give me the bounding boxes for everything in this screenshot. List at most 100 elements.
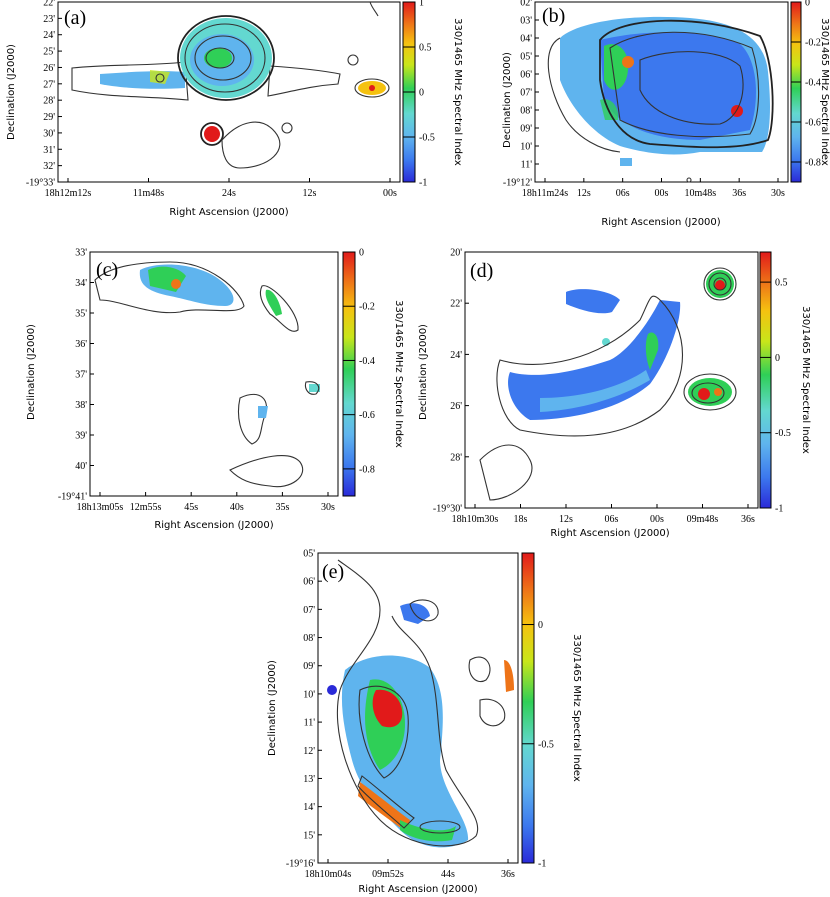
- panel-a-south-contour: [200, 122, 224, 146]
- panel-a-ytick-label: 27': [43, 79, 55, 90]
- panel-d-xlabel: Right Ascension (J2000): [550, 528, 669, 539]
- panel-a-cbar-tick-label: -1: [419, 178, 427, 189]
- panel-d-contour-sw: [479, 444, 533, 501]
- panel-b-ticks: 02' 03' 04' 05' 06' 07' 08' 09' 10' 11' -19°12'18h…: [503, 0, 785, 199]
- panel-e-red-core: [372, 689, 403, 728]
- panel-e-ytick-label: 10': [303, 689, 315, 700]
- panel-e-frame: [317, 552, 519, 864]
- panel-c-xlabel: Right Ascension (J2000): [154, 520, 273, 531]
- panel-b-ytick-label: 04': [520, 34, 532, 45]
- panel-b-xtick-label: 06s: [616, 188, 630, 199]
- panel-b-green-rim: [604, 44, 629, 90]
- panel-b-xtick-label: 18h11m24s: [522, 188, 568, 199]
- panel-a-ytick-label: 25': [43, 47, 55, 58]
- panel-a: (a) 22' 23' 24' 25' 26' 27' 28' 29' 30' 31' 32' -19…: [6, 0, 463, 218]
- panel-d-xtick-label: 18h10m30s: [452, 514, 499, 525]
- panel-c-ytick-label: 34': [75, 278, 87, 289]
- panel-b-cbar-tick-label: 0: [805, 0, 810, 9]
- panel-e-contour-inner: [358, 685, 409, 779]
- panel-b-ytick-label: -19°12': [503, 178, 532, 189]
- panel-b-xtick-label: 36s: [732, 188, 746, 199]
- panel-d-e-core: [698, 388, 710, 400]
- panel-e-cbar-tick-label: 0: [538, 620, 543, 631]
- panel-a-colorbar-ticks: 1 0.5 0 -0.5 -1: [403, 0, 435, 189]
- panel-a-ytick-label: 32': [43, 161, 55, 172]
- panel-b-contour-3: [639, 51, 744, 125]
- panel-a-xtick-label: 11m48s: [133, 188, 164, 199]
- panel-c-xtick-label: 35s: [275, 502, 289, 513]
- panel-a-source-core: [204, 48, 232, 68]
- panel-e-ytick-label: 07': [303, 605, 315, 616]
- panel-c-cbar-tick-label: -0.4: [359, 356, 375, 367]
- panel-a-knot-3: [155, 73, 165, 83]
- panel-e-ytick-label: 05': [303, 549, 315, 560]
- panel-e-ytick-label: 11': [304, 718, 316, 729]
- panel-a-knot-2: [347, 54, 359, 66]
- panel-d-xtick-label: 12s: [559, 514, 573, 525]
- panel-c-xtick-label: 30s: [321, 502, 335, 513]
- panel-a-ticks: 22' 23' 24' 25' 26' 27' 28' 29' 30' 31' 32' -19°33'…: [26, 0, 397, 199]
- panel-b-contour-outer: [599, 19, 774, 149]
- panel-d-xtick-label: 06s: [605, 514, 619, 525]
- panel-b-ytick-label: 09': [520, 124, 532, 135]
- panel-e-colorbar: [521, 552, 535, 864]
- panel-c: (c) 33' 34' 35' 36' 37' 38' 39' 40' -19°41'18h13…: [26, 248, 404, 532]
- panel-b-contour-2: [609, 31, 760, 138]
- panel-c-label: (c): [96, 259, 118, 281]
- panel-d-ne-contour-3: [713, 277, 727, 291]
- panel-e-ytick-label: 13': [303, 774, 315, 785]
- panel-b-cbar-tick-label: -0.4: [805, 78, 821, 89]
- panel-b-ytick-label: 10': [520, 142, 532, 153]
- panel-e-ytick-label: 15': [303, 830, 315, 841]
- panel-b-cbar-tick-label: -0.6: [805, 118, 821, 129]
- panel-e-ytick-label: -19°16': [286, 859, 315, 870]
- panel-d-ytick-label: 24': [450, 350, 462, 361]
- panel-d-contour-arc: [496, 295, 684, 437]
- panel-c-ytick-label: -19°41': [58, 492, 87, 503]
- panel-a-contour-3: [194, 35, 252, 81]
- panel-d-ytick-label: 22': [450, 299, 462, 310]
- panel-c-xtick-label: 45s: [184, 502, 198, 513]
- panel-b-xtick-label: 00s: [655, 188, 669, 199]
- panel-d-colorbar: [759, 251, 772, 509]
- panel-d-ne-contour-1: [703, 267, 737, 301]
- panel-a-south-diffuse: [221, 121, 281, 169]
- panel-a-xtick-label: 24s: [222, 188, 236, 199]
- panel-a-cbar-tick-label: 1: [419, 0, 424, 9]
- panel-a-cbar-tick-label: 0.5: [419, 43, 432, 54]
- panel-a-cbar-label: 330/1465 MHz Spectral Index: [452, 18, 463, 166]
- panel-b-xtick-label: 10m48s: [684, 188, 716, 199]
- panel-e-contour-tail: [419, 820, 461, 834]
- panel-a-xtick-label: 12s: [303, 188, 317, 199]
- panel-b-ytick-label: 02': [520, 0, 532, 9]
- panel-e-ytick-label: 12': [303, 746, 315, 757]
- panel-d-e-contour-1: [683, 373, 737, 411]
- panel-a-ytick-label: 28': [43, 96, 55, 107]
- panel-b-ytick-label: 08': [520, 106, 532, 117]
- panel-c-ytick-label: 37': [75, 370, 87, 381]
- panel-c-cbar-tick-label: 0: [359, 248, 364, 259]
- panel-d-cbar-tick-label: -1: [775, 504, 783, 515]
- panel-b-ytick-label: 03': [520, 16, 532, 27]
- panel-c-ytick-label: 36': [75, 339, 87, 350]
- panel-c-south-blob: [258, 406, 268, 418]
- panel-e-cbar-tick-label: -0.5: [538, 739, 554, 750]
- panel-d-north-patch: [566, 289, 620, 314]
- panel-d-green-streak: [645, 332, 659, 370]
- panel-d-arc-inner: [540, 370, 650, 412]
- panel-d-ylabel: Declination (J2000): [418, 324, 429, 420]
- panel-c-ytick-label: 35': [75, 309, 87, 320]
- panel-b-label: (b): [542, 5, 565, 27]
- panel-d-ne-core: [715, 280, 725, 290]
- panel-b-colorbar-ticks: 0 -0.2 -0.4 -0.6 -0.8: [791, 0, 821, 169]
- panel-a-ytick-label: 26': [43, 63, 55, 74]
- panel-e-ylabel: Declination (J2000): [267, 660, 278, 756]
- panel-c-xtick-label: 18h13m05s: [77, 502, 124, 513]
- panel-d-e-source: [688, 378, 732, 406]
- panel-e-xtick-label: 09m52s: [372, 869, 404, 880]
- panel-d-label: (d): [470, 260, 493, 282]
- panel-e-cbar-tick-label: -1: [538, 859, 546, 870]
- panel-a-label: (a): [64, 7, 86, 29]
- panel-c-east-filament: [265, 289, 282, 316]
- panel-d-xtick-label: 09m48s: [687, 514, 719, 525]
